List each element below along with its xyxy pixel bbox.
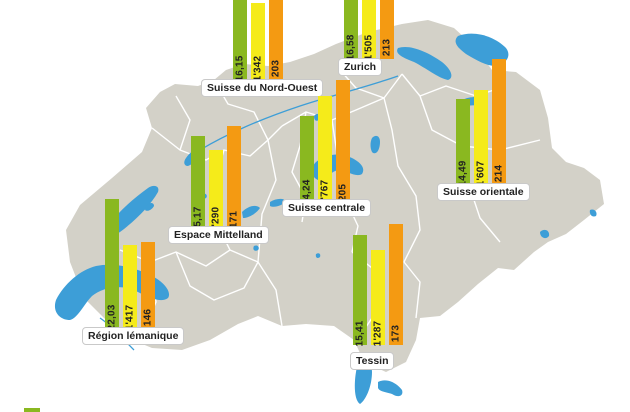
lake-neuchatel-small bbox=[253, 245, 259, 251]
bar-6-2: 1'417 bbox=[123, 245, 137, 330]
bar-3-3: 171 bbox=[227, 126, 241, 231]
bar-2-3: 213 bbox=[380, 0, 394, 59]
bar-1-2: 1'342 bbox=[251, 3, 265, 82]
lake-pond-1 bbox=[315, 253, 321, 258]
bar-value-label: 1'505 bbox=[363, 34, 375, 61]
lake-lugano bbox=[378, 380, 403, 397]
region-label: Région lémanique bbox=[82, 327, 185, 345]
bar-7-2: 1'287 bbox=[371, 250, 385, 347]
bar-1-3: 203 bbox=[269, 0, 283, 80]
legend-swatch bbox=[24, 408, 40, 412]
bar-value-label: 146 bbox=[142, 308, 154, 327]
lake-geneva bbox=[54, 264, 170, 320]
bar-value-label: 213 bbox=[381, 38, 393, 57]
bar-4-1: 14,24 bbox=[300, 116, 314, 206]
lake-pond-2 bbox=[540, 229, 550, 239]
bar-2-1: 16,58 bbox=[344, 0, 358, 61]
region-label: Suisse orientale bbox=[437, 183, 530, 201]
bar-7-1: 15,41 bbox=[353, 235, 367, 347]
bar-value-label: 214 bbox=[493, 164, 505, 183]
bar-value-label: 203 bbox=[270, 59, 282, 78]
bar-6-1: 22,03 bbox=[105, 199, 119, 331]
region-label: Suisse centrale bbox=[282, 199, 372, 217]
bar-5-2: 1'607 bbox=[474, 90, 488, 186]
bar-6-3: 146 bbox=[141, 242, 155, 329]
bar-value-label: 1'287 bbox=[372, 320, 384, 347]
bar-value-label: 16,58 bbox=[345, 34, 357, 61]
bar-5-3: 214 bbox=[492, 59, 506, 185]
bar-value-label: 1'342 bbox=[252, 55, 264, 82]
bar-3-1: 15,17 bbox=[191, 136, 205, 233]
bar-4-2: 1'767 bbox=[318, 96, 332, 205]
region-label: Espace Mittelland bbox=[168, 226, 269, 244]
bar-7-3: 173 bbox=[389, 224, 403, 345]
region-label: Tessin bbox=[350, 352, 395, 370]
lake-neuchatel bbox=[106, 185, 159, 235]
lake-constance bbox=[455, 33, 509, 66]
region-label: Zurich bbox=[338, 58, 383, 76]
bar-1-1: 16,15 bbox=[233, 0, 247, 82]
lake-thun bbox=[242, 205, 260, 218]
bar-5-1: 14,49 bbox=[456, 99, 470, 187]
bar-4-3: 205 bbox=[336, 80, 350, 204]
region-label: Suisse du Nord-Ouest bbox=[201, 79, 324, 97]
bar-value-label: 15,41 bbox=[354, 320, 366, 347]
bar-value-label: 16,15 bbox=[234, 55, 246, 82]
bar-2-2: 1'505 bbox=[362, 0, 376, 61]
bar-value-label: 173 bbox=[390, 324, 402, 343]
lake-zurich bbox=[397, 46, 452, 80]
bar-3-2: 1'290 bbox=[209, 150, 223, 232]
lake-pond-3 bbox=[589, 209, 597, 217]
lake-murten bbox=[145, 203, 154, 211]
lake-zug bbox=[370, 135, 380, 154]
